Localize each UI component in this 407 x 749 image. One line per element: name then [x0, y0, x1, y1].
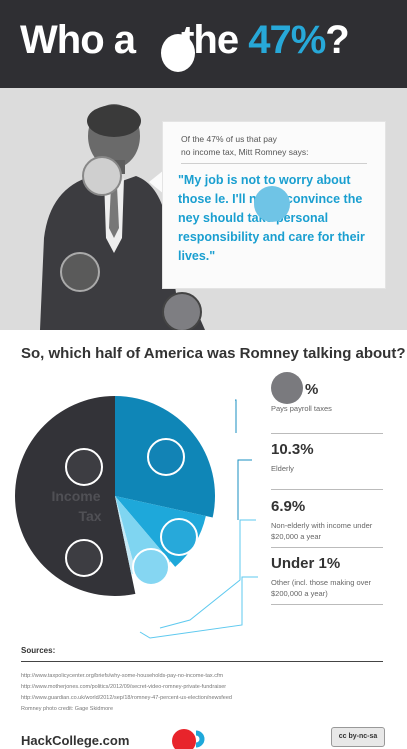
quote-intro-line: Of the 47% of us that pay — [181, 134, 277, 144]
title-part-3: ? — [325, 18, 349, 62]
pie-slice-other — [115, 496, 137, 575]
license-badge-icon: cc by-nc-sa — [331, 727, 385, 747]
header-bar: Who a the 47%? — [0, 0, 407, 88]
legend-item-elderly: 10.3% Elderly — [271, 441, 396, 474]
hackcollege-logo-icon — [172, 729, 205, 749]
portrait-occluder-icon — [162, 292, 202, 330]
pie-leader-line — [159, 519, 256, 629]
pie-occluder-icon — [65, 539, 103, 577]
legend-desc: Pays payroll taxes — [271, 404, 332, 413]
section-question: So, which half of America was Romney tal… — [21, 345, 406, 362]
legend-value: % — [305, 381, 319, 398]
pie-center-label: Income — [51, 488, 100, 504]
title-part-1: Who a — [20, 18, 136, 62]
quote-intro-line: no income tax, Mitt Romney says: — [181, 147, 309, 157]
pie-occluder-icon — [147, 438, 185, 476]
legend-desc: Other (incl. those making over $200,000 … — [271, 578, 372, 598]
pie-leader-line — [139, 576, 258, 639]
sources-divider — [21, 661, 383, 662]
quote-divider — [181, 163, 367, 164]
brand-link[interactable]: HackCollege.com — [21, 733, 130, 748]
sources-heading: Sources: — [21, 646, 56, 655]
pie-leader-line — [235, 399, 237, 433]
pie-occluder-icon — [65, 448, 103, 486]
pie-center-label: Tax — [78, 508, 101, 524]
legend-value: 6.9% — [271, 498, 306, 515]
source-link[interactable]: http://www.guardian.co.uk/world/2012/sep… — [21, 695, 232, 701]
pie-slice-income-tax — [14, 396, 136, 596]
legend-desc: Non-elderly with income under $20,000 a … — [271, 521, 373, 541]
legend-item-payroll: % Pays payroll taxes — [271, 381, 396, 414]
source-link[interactable]: http://www.taxpolicycenter.org/briefs/wh… — [21, 673, 224, 679]
legend-divider — [271, 433, 383, 434]
speech-bubble-pointer — [149, 170, 164, 194]
photo-credit: Romney photo credit: Gage Skidmore — [21, 706, 114, 712]
legend-desc: Elderly — [271, 464, 294, 473]
legend-occluder-icon — [271, 372, 303, 404]
pie-occluder-icon — [160, 518, 198, 556]
legend-divider — [271, 604, 383, 605]
legend-divider — [271, 547, 383, 548]
source-link[interactable]: http://www.motherjones.com/politics/2012… — [21, 684, 227, 690]
legend-item-other: Under 1% Other (incl. those making over … — [271, 555, 396, 599]
legend-value: 10.3% — [271, 441, 314, 458]
title-occluder-icon — [161, 34, 195, 72]
title-accent: 47% — [248, 18, 326, 62]
quote-intro: Of the 47% of us that pay no income tax,… — [181, 133, 371, 159]
page-title: Who a the 47%? — [20, 18, 350, 63]
romney-quote: "My job is not to worry about those le. … — [178, 173, 365, 263]
legend-item-non-elderly: 6.9% Non-elderly with income under $20,0… — [271, 498, 396, 542]
pie-occluder-icon — [132, 548, 170, 586]
income-pie-chart: Income Tax — [14, 396, 258, 639]
portrait-occluder-icon — [60, 252, 100, 292]
portrait-occluder-icon — [82, 156, 122, 196]
legend-value: Under 1% — [271, 555, 341, 572]
legend-divider — [271, 489, 383, 490]
quote-occluder-icon — [254, 186, 290, 222]
pie-leader-line — [237, 459, 252, 520]
